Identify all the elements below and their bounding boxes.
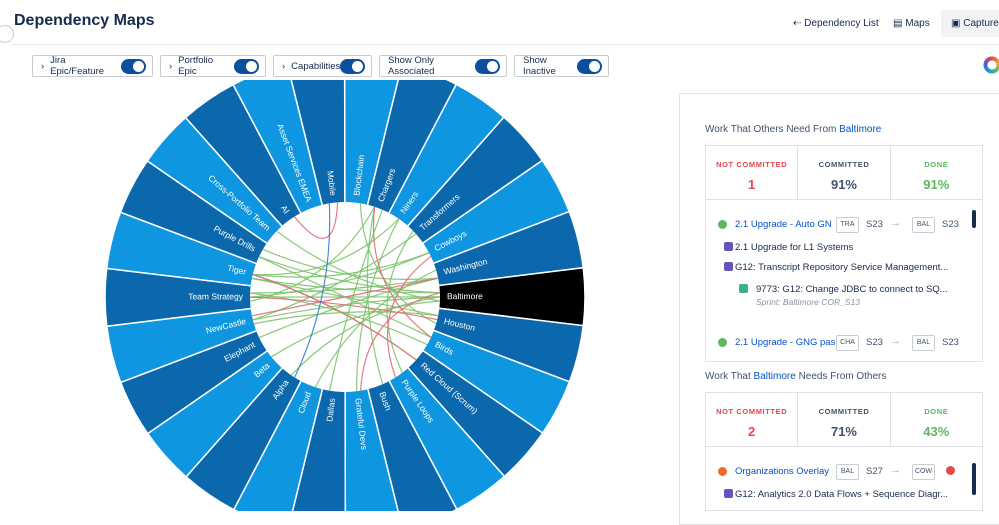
collapse-button[interactable]	[0, 25, 14, 43]
epic-icon	[724, 242, 733, 251]
stat: NOT COMMITTED 1	[706, 146, 798, 199]
child-item: G12: Analytics 2.0 Data Flows + Sequence…	[735, 489, 948, 500]
risk-dot	[946, 466, 955, 475]
filter[interactable]: ›Jira Epic/Feature	[32, 55, 153, 77]
filter-label: Show Only Associated	[388, 55, 475, 77]
status-dot	[718, 338, 727, 347]
item-title[interactable]: Organizations Overlay	[735, 466, 829, 477]
team-badge: BAL	[912, 217, 935, 233]
section-heading: Work That Baltimore Needs From Others	[705, 371, 886, 382]
stats-box: NOT COMMITTED 2 COMMITTED 71% DONE 43%	[705, 392, 983, 447]
page: Dependency Maps ⇠ Dependency List ▤ Maps…	[0, 0, 999, 511]
story-item: 9773: G12: Change JDBC to connect to SQ.…	[756, 284, 948, 295]
tab-label: Capture	[963, 18, 999, 29]
tab-label: Maps	[905, 18, 929, 29]
child-item: 2.1 Upgrade for L1 Systems	[735, 242, 853, 253]
story-sprint: Sprint: Baltimore COR_S13	[756, 297, 860, 307]
stat-value: 91%	[798, 177, 889, 192]
header-divider	[12, 44, 999, 45]
section-heading: Work That Others Need From Baltimore	[705, 124, 881, 135]
color-wheel-button[interactable]	[980, 53, 999, 77]
story-icon	[739, 284, 748, 293]
node-label: Team Strategy	[188, 291, 244, 301]
heading-text: Needs From Others	[799, 371, 887, 382]
filter[interactable]: ›Capabilities	[273, 55, 372, 77]
stat: DONE 91%	[891, 146, 982, 199]
team-badge: COW	[912, 464, 935, 480]
status-dot	[718, 220, 727, 229]
tab-capture-label: ▣ Capture	[951, 18, 999, 29]
arrow: →	[890, 217, 901, 229]
toggle[interactable]	[121, 59, 146, 74]
stat-value: 1	[706, 177, 797, 192]
epic-icon	[724, 262, 733, 271]
team-badge: TRA	[836, 217, 859, 233]
stat-value: 43%	[891, 424, 982, 439]
team-badge: BAL	[912, 335, 935, 351]
epic-icon	[724, 489, 733, 498]
filter[interactable]: Show Only Associated	[379, 55, 507, 77]
item-title[interactable]: 2.1 Upgrade - GNG pas	[735, 337, 835, 348]
stat-value: 71%	[798, 424, 889, 439]
page-title: Dependency Maps	[14, 12, 154, 30]
team-link[interactable]: Baltimore	[839, 124, 881, 135]
filter-label: Capabilities	[291, 61, 340, 72]
scrollbar[interactable]	[972, 210, 976, 228]
sprint: S27	[866, 466, 883, 477]
stat-label: DONE	[891, 407, 982, 416]
stat: DONE 43%	[891, 393, 982, 446]
tab-maps[interactable]: ▤ Maps	[893, 18, 930, 29]
stat: COMMITTED 91%	[798, 146, 890, 199]
stat: COMMITTED 71%	[798, 393, 890, 446]
filter-label: Show Inactive	[523, 55, 577, 77]
filter[interactable]: ›Portfolio Epic	[160, 55, 266, 77]
tab-label: Dependency List	[804, 18, 879, 29]
sprint: S23	[866, 219, 883, 230]
child-item: G12: Transcript Repository Service Manag…	[735, 262, 948, 273]
stat-label: COMMITTED	[798, 160, 889, 169]
sprint: S23	[942, 219, 959, 230]
stat-value: 91%	[891, 177, 982, 192]
arrow: →	[890, 464, 901, 476]
toggle[interactable]	[577, 59, 602, 74]
filter-label: Portfolio Epic	[178, 55, 234, 77]
toggle[interactable]	[234, 59, 259, 74]
filter-label: Jira Epic/Feature	[50, 55, 121, 77]
stat-label: COMMITTED	[798, 407, 889, 416]
stat: NOT COMMITTED 2	[706, 393, 798, 446]
team-badge: CHA	[836, 335, 859, 351]
node-label: Baltimore	[447, 291, 483, 301]
sprint: S23	[942, 337, 959, 348]
stat-label: DONE	[891, 160, 982, 169]
status-dot	[718, 467, 727, 476]
arrow: →	[890, 335, 901, 347]
team-badge: BAL	[836, 464, 859, 480]
team-link[interactable]: Baltimore	[754, 371, 796, 382]
heading-text: Work That Others Need From	[705, 124, 836, 135]
stat-value: 2	[706, 424, 797, 439]
tab-dependency-list[interactable]: ⇠ Dependency List	[793, 18, 879, 29]
scrollbar[interactable]	[972, 463, 976, 495]
item-title[interactable]: 2.1 Upgrade - Auto GN	[735, 219, 832, 230]
stat-label: NOT COMMITTED	[706, 407, 797, 416]
toggle[interactable]	[340, 59, 365, 74]
sprint: S23	[866, 337, 883, 348]
filter[interactable]: Show Inactive	[514, 55, 609, 77]
stat-label: NOT COMMITTED	[706, 160, 797, 169]
toggle[interactable]	[475, 59, 500, 74]
heading-text: Work That	[705, 371, 751, 382]
